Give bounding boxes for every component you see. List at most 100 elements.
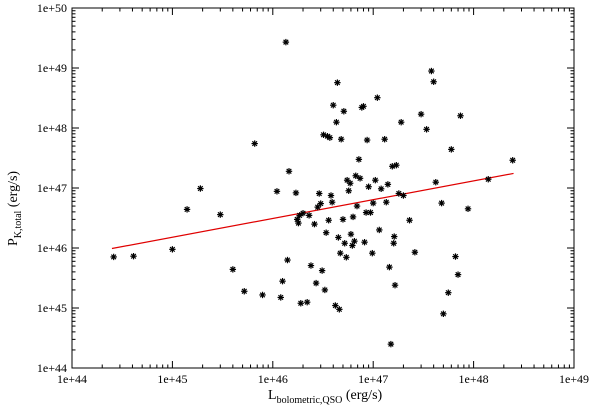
data-point (311, 220, 318, 228)
data-point (464, 205, 472, 213)
data-point (352, 172, 359, 179)
x-axis-label: Lbolometric,QSO (erg/s) (268, 388, 383, 406)
data-point (169, 246, 176, 253)
data-point (321, 286, 329, 294)
data-point (197, 185, 204, 192)
y-tick-label: 1e+46 (37, 241, 67, 255)
x-tick-label: 1e+47 (358, 372, 388, 386)
data-point (372, 176, 379, 184)
data-point (438, 199, 445, 207)
data-point (452, 253, 459, 260)
data-point (110, 253, 117, 261)
data-point (391, 281, 399, 289)
data-point (299, 210, 307, 217)
data-point (351, 237, 358, 245)
data-point (312, 279, 320, 287)
data-point (384, 181, 392, 188)
trend-line (111, 172, 514, 250)
plot-frame (71, 7, 575, 369)
data-point (391, 233, 398, 240)
data-point (284, 256, 291, 264)
data-point (277, 294, 284, 301)
data-point (349, 213, 357, 221)
data-point (411, 249, 419, 256)
data-point (386, 263, 393, 271)
data-point (445, 289, 452, 296)
y-axis-label: PK,total (erg/s) (6, 171, 24, 246)
data-point (337, 136, 345, 143)
data-point (440, 310, 447, 318)
data-point (341, 240, 348, 247)
data-point (360, 103, 367, 110)
data-point (369, 249, 376, 257)
y-axis-label-sub: K,total (13, 210, 24, 238)
data-point (381, 136, 388, 143)
x-axis-label-unit: (erg/s) (342, 388, 382, 403)
data-point (285, 168, 293, 175)
data-point (406, 217, 413, 224)
data-point (423, 126, 430, 133)
y-axis-label-unit: (erg/s) (6, 171, 21, 211)
data-point (387, 340, 395, 348)
data-point (383, 198, 390, 206)
data-point (374, 94, 381, 101)
x-tick-label: 1e+44 (57, 372, 87, 386)
data-point (305, 212, 313, 219)
y-tick-labels: 1e+44 1e+45 1e+46 1e+47 1e+48 1e+49 1e+50 (37, 1, 67, 375)
data-point (376, 226, 383, 234)
data-point (353, 202, 361, 210)
data-point (355, 156, 363, 163)
x-tick-label: 1e+46 (258, 372, 288, 386)
data-point (296, 212, 303, 219)
x-tick-label: 1e+48 (459, 372, 489, 386)
data-point (417, 110, 425, 118)
data-point (327, 192, 335, 199)
data-point (343, 254, 350, 261)
y-tick-label: 1e+44 (37, 361, 67, 375)
data-point (183, 206, 191, 213)
data-point (457, 112, 464, 119)
data-point (432, 178, 439, 186)
data-point (328, 198, 336, 206)
data-point (326, 134, 334, 141)
data-point (397, 118, 405, 126)
data-point (229, 266, 237, 273)
x-tick-label: 1e+45 (157, 372, 187, 386)
data-point (337, 249, 344, 257)
data-point (322, 229, 330, 236)
data-point (377, 185, 385, 192)
axis-ticks (71, 7, 575, 369)
y-tick-label: 1e+45 (37, 301, 67, 315)
data-point (317, 200, 324, 207)
data-point (330, 101, 337, 109)
data-point (336, 306, 343, 313)
y-tick-label: 1e+50 (37, 1, 67, 15)
data-point (400, 192, 407, 199)
data-point (454, 271, 462, 278)
data-point (130, 253, 137, 260)
data-point (318, 267, 326, 274)
data-point (251, 140, 258, 147)
y-tick-label: 1e+49 (37, 61, 67, 75)
data-point (279, 277, 286, 285)
x-tick-labels: 1e+44 1e+45 1e+46 1e+47 1e+48 1e+49 (57, 372, 589, 386)
data-point (367, 209, 374, 216)
data-point (334, 79, 341, 86)
data-point (428, 67, 435, 75)
data-point (339, 216, 347, 223)
data-point (307, 262, 315, 269)
data-point (292, 189, 300, 197)
data-point (345, 187, 352, 194)
data-point (295, 219, 302, 227)
y-tick-label: 1e+48 (37, 121, 67, 135)
data-point (347, 230, 355, 238)
data-point (303, 298, 311, 306)
data-point (370, 199, 377, 207)
data-point (335, 234, 342, 241)
data-point (430, 78, 437, 85)
x-tick-label: 1e+49 (559, 372, 589, 386)
y-axis-label-main: P (6, 238, 21, 246)
data-point (333, 118, 340, 126)
data-point (363, 136, 371, 144)
